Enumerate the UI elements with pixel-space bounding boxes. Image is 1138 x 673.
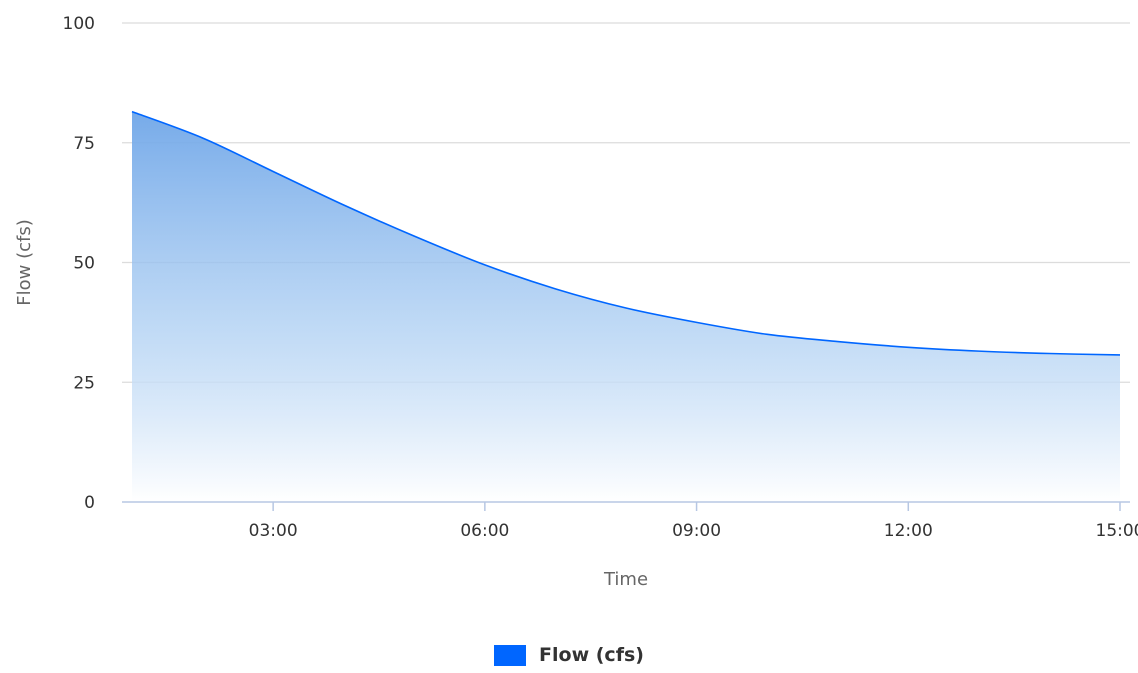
x-tick-label: 12:00 bbox=[884, 521, 933, 541]
y-tick-label: 75 bbox=[73, 134, 95, 154]
x-axis-ticks: 03:00 06:00 09:00 12:00 15:00 bbox=[249, 521, 1138, 541]
x-tick-label: 03:00 bbox=[249, 521, 298, 541]
y-axis-title: Flow (cfs) bbox=[14, 219, 35, 305]
y-tick-label: 25 bbox=[73, 373, 95, 393]
series-line bbox=[131, 110, 1121, 356]
x-axis-title: Time bbox=[603, 569, 648, 590]
legend-label: Flow (cfs) bbox=[539, 644, 644, 666]
area-fill bbox=[132, 111, 1120, 503]
x-tick-label: 06:00 bbox=[460, 521, 509, 541]
area-series bbox=[131, 110, 1121, 503]
legend: Flow (cfs) bbox=[0, 640, 1138, 670]
x-axis bbox=[122, 501, 1130, 511]
y-tick-label: 100 bbox=[63, 14, 95, 34]
legend-swatch bbox=[494, 644, 527, 666]
y-tick-label: 0 bbox=[84, 493, 95, 513]
x-tick-label: 09:00 bbox=[672, 521, 721, 541]
x-tick-label: 15:00 bbox=[1096, 521, 1138, 541]
y-axis-ticks: 0 25 50 75 100 bbox=[63, 14, 95, 513]
legend-item-flow[interactable]: Flow (cfs) bbox=[494, 644, 644, 666]
y-tick-label: 50 bbox=[73, 254, 95, 274]
